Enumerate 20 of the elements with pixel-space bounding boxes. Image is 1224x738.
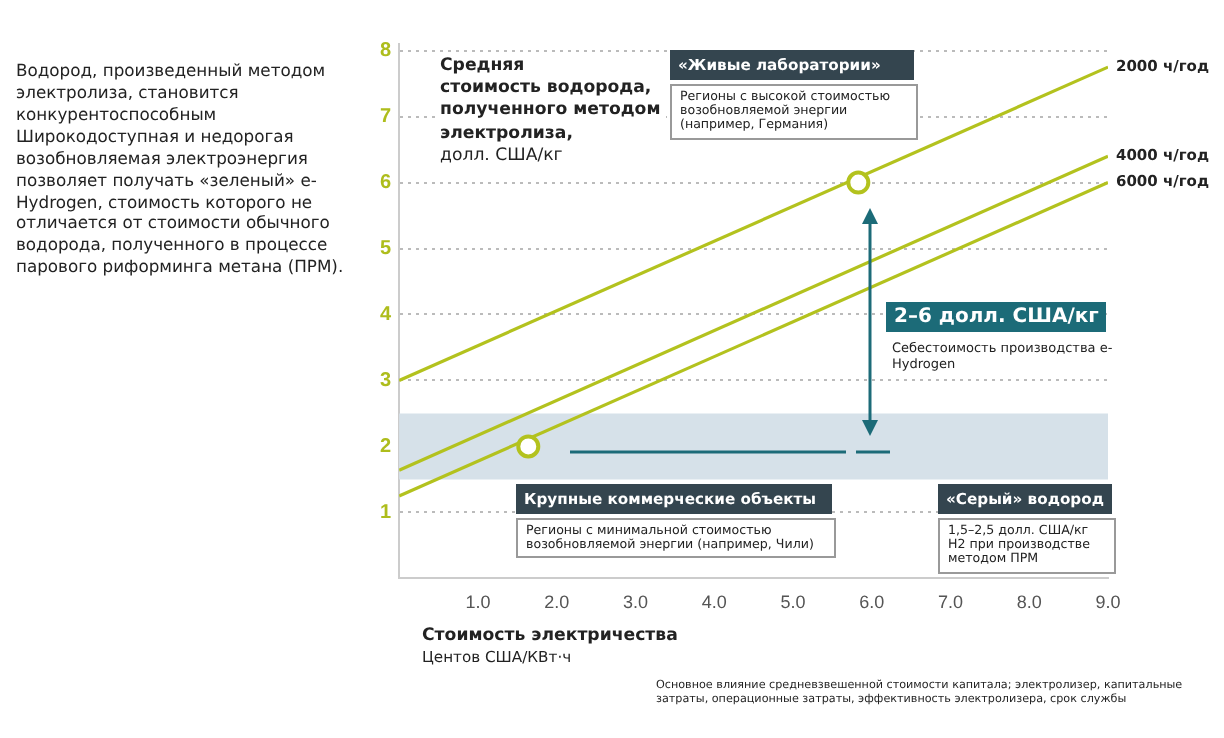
x-tick-label: 9.0 — [1095, 592, 1121, 613]
y-tick-label: 3 — [380, 369, 392, 392]
x-tick-label: 7.0 — [937, 592, 963, 613]
annotation: 2–6 долл. США/кг — [886, 302, 1107, 332]
y-tick-label: 5 — [380, 238, 392, 261]
y-tick-label: 6 — [380, 172, 392, 195]
x-tick-label: 3.0 — [622, 592, 648, 613]
x-tick-label: 5.0 — [780, 592, 806, 613]
x-tick-label: 8.0 — [1016, 592, 1042, 613]
text: Водород, произведенный методом электролиза, становится конкурентоспособным Широкодоступная и недорогая возобновляемая электроэнергия позволяет получать «зеленый» e-Hydrogen, стоимость которого не отличается от стоимости обычного водорода, полученного в процессе парового риформинга метана (ПРМ). — [16, 60, 344, 277]
y-tick-label: 4 — [380, 304, 392, 326]
y-tick-label: 2 — [380, 435, 392, 458]
y-axis-title: Средняя стоимость водорода, полученного методом электролиза, долл. США/кг — [440, 56, 661, 168]
x-tick-label: 1.0 — [465, 592, 491, 613]
x-tick-label: 4.0 — [701, 592, 727, 613]
y-tick-label: 1 — [380, 501, 392, 524]
x-tick-label: 6.0 — [859, 592, 885, 613]
y-tick-label: 8 — [380, 40, 392, 63]
y-tick-label: 7 — [380, 106, 392, 129]
x-tick-label: 2.0 — [544, 592, 570, 613]
